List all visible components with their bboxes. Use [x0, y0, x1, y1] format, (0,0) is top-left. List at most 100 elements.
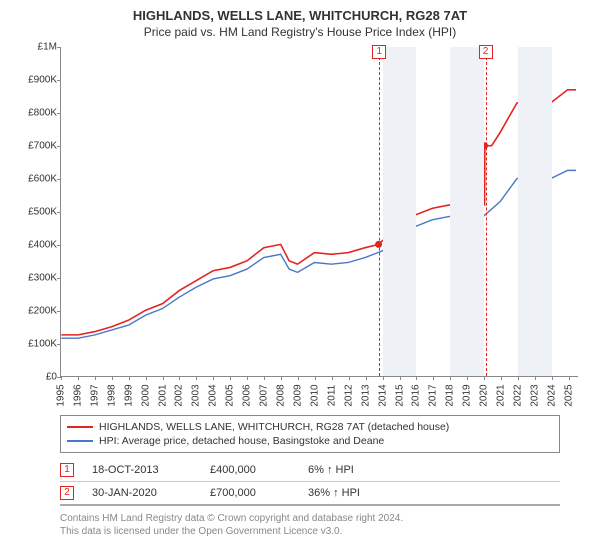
- legend-label: HPI: Average price, detached house, Basi…: [99, 435, 384, 447]
- x-axis-label: 1999: [123, 384, 134, 406]
- x-tick: [213, 376, 214, 380]
- x-axis-label: 2001: [157, 384, 168, 406]
- x-tick: [349, 376, 350, 380]
- x-tick: [112, 376, 113, 380]
- x-tick: [400, 376, 401, 380]
- chart-lines: [61, 47, 578, 376]
- legend-swatch: [67, 426, 93, 428]
- x-tick: [196, 376, 197, 380]
- marker-date: 30-JAN-2020: [92, 487, 192, 499]
- x-tick: [179, 376, 180, 380]
- x-tick: [61, 376, 62, 380]
- marker-price: £400,000: [210, 464, 290, 476]
- y-axis-label: £300K: [28, 273, 61, 284]
- legend-item: HPI: Average price, detached house, Basi…: [67, 434, 553, 448]
- y-axis-label: £1M: [38, 42, 61, 53]
- shaded-band: [518, 47, 552, 376]
- marker-price: £700,000: [210, 487, 290, 499]
- marker-date: 18-OCT-2013: [92, 464, 192, 476]
- y-axis-label: £900K: [28, 75, 61, 86]
- x-axis-label: 2017: [428, 384, 439, 406]
- x-axis-label: 2024: [546, 384, 557, 406]
- shaded-band: [450, 47, 484, 376]
- x-axis-label: 1997: [89, 384, 100, 406]
- plot-area: £0£100K£200K£300K£400K£500K£600K£700K£80…: [60, 47, 578, 377]
- page-title: HIGHLANDS, WELLS LANE, WHITCHURCH, RG28 …: [12, 8, 588, 23]
- shaded-band: [383, 47, 417, 376]
- y-axis-label: £400K: [28, 240, 61, 251]
- x-tick: [484, 376, 485, 380]
- marker-table-row: 230-JAN-2020£700,00036% ↑ HPI: [60, 482, 560, 506]
- marker-badge: 1: [372, 45, 386, 59]
- x-axis-label: 2005: [225, 384, 236, 406]
- x-axis-label: 2011: [326, 385, 337, 407]
- x-tick: [129, 376, 130, 380]
- x-axis-label: 2013: [360, 384, 371, 406]
- x-tick: [247, 376, 248, 380]
- x-axis-label: 2022: [513, 384, 524, 406]
- legend-swatch: [67, 440, 93, 442]
- x-axis-label: 2018: [445, 384, 456, 406]
- x-axis-label: 2023: [529, 384, 540, 406]
- x-axis-label: 2012: [343, 384, 354, 406]
- marker-table-row: 1 18-OCT-2013 £400,000 6% ↑ HPI: [60, 459, 560, 482]
- x-axis-label: 2003: [191, 384, 202, 406]
- x-tick: [366, 376, 367, 380]
- x-axis-label: 2021: [496, 384, 507, 406]
- y-axis-label: £100K: [28, 339, 61, 350]
- x-axis-label: 1998: [106, 384, 117, 406]
- x-axis-label: 1996: [72, 384, 83, 406]
- attribution-line: Contains HM Land Registry data © Crown c…: [60, 512, 588, 525]
- attribution: Contains HM Land Registry data © Crown c…: [60, 512, 588, 538]
- x-axis-label: 2002: [174, 384, 185, 406]
- marker-table: 118-OCT-2013£400,0006% ↑ HPI230-JAN-2020…: [60, 459, 560, 506]
- marker-pct: 6% ↑ HPI: [308, 464, 408, 476]
- x-tick: [535, 376, 536, 380]
- x-axis-label: 1995: [56, 384, 67, 406]
- y-axis-label: £600K: [28, 174, 61, 185]
- y-axis-label: £500K: [28, 207, 61, 218]
- x-tick: [383, 376, 384, 380]
- y-axis-label: £800K: [28, 108, 61, 119]
- x-tick: [467, 376, 468, 380]
- x-tick: [433, 376, 434, 380]
- x-axis-label: 2019: [462, 384, 473, 406]
- y-axis-label: £0: [46, 372, 61, 383]
- y-axis-label: £200K: [28, 306, 61, 317]
- marker-pct: 36% ↑ HPI: [308, 487, 408, 499]
- x-axis-label: 2010: [309, 384, 320, 406]
- x-tick: [281, 376, 282, 380]
- y-axis-label: £700K: [28, 141, 61, 152]
- x-tick: [264, 376, 265, 380]
- page-subtitle: Price paid vs. HM Land Registry's House …: [12, 25, 588, 39]
- x-axis-label: 2020: [479, 384, 490, 406]
- x-axis-label: 2014: [377, 384, 388, 406]
- x-tick: [95, 376, 96, 380]
- x-tick: [163, 376, 164, 380]
- x-tick: [501, 376, 502, 380]
- x-axis-label: 2016: [411, 384, 422, 406]
- legend-item: HIGHLANDS, WELLS LANE, WHITCHURCH, RG28 …: [67, 420, 553, 434]
- marker-line: [486, 47, 487, 376]
- x-axis-label: 2008: [276, 384, 287, 406]
- marker-line: [379, 47, 380, 376]
- x-tick: [78, 376, 79, 380]
- legend: HIGHLANDS, WELLS LANE, WHITCHURCH, RG28 …: [60, 415, 560, 453]
- x-tick: [416, 376, 417, 380]
- x-tick: [230, 376, 231, 380]
- marker-id-badge: 1: [60, 463, 74, 477]
- x-axis-label: 2015: [394, 384, 405, 406]
- chart: £0£100K£200K£300K£400K£500K£600K£700K£80…: [60, 47, 578, 407]
- x-tick: [569, 376, 570, 380]
- series-line-hpi: [61, 170, 576, 338]
- marker-badge: 2: [479, 45, 493, 59]
- x-tick: [146, 376, 147, 380]
- x-axis-label: 2009: [292, 384, 303, 406]
- legend-label: HIGHLANDS, WELLS LANE, WHITCHURCH, RG28 …: [99, 421, 449, 433]
- x-axis-label: 2004: [208, 384, 219, 406]
- x-axis-label: 2000: [140, 384, 151, 406]
- attribution-line: This data is licensed under the Open Gov…: [60, 525, 588, 538]
- x-tick: [552, 376, 553, 380]
- series-line-price_paid: [61, 90, 576, 335]
- x-axis-label: 2007: [259, 384, 270, 406]
